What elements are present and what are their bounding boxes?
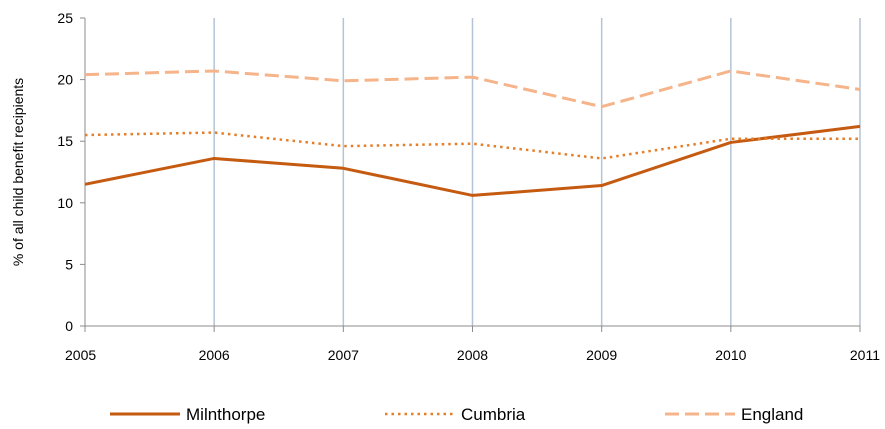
y-tick-label: 5 <box>65 256 73 272</box>
axes <box>80 17 861 332</box>
x-tick-label: 2007 <box>328 347 359 363</box>
gridlines <box>213 18 861 326</box>
series-line-milnthorpe <box>84 124 861 197</box>
y-tick-label: 15 <box>57 133 73 149</box>
y-tick-label: 0 <box>65 318 73 334</box>
x-tick-label: 2011 <box>850 347 880 363</box>
legend-label-england: England <box>741 405 803 424</box>
series-lines <box>84 69 861 197</box>
y-tick-label: 25 <box>57 10 73 26</box>
y-axis-title: % of all child benefit recipients <box>10 78 26 266</box>
y-tick-labels: 0 5 10 15 20 25 <box>57 10 73 334</box>
x-tick-label: 2005 <box>65 347 96 363</box>
x-tick-label: 2006 <box>199 347 230 363</box>
y-tick-label: 20 <box>57 72 73 88</box>
y-tick-label: 10 <box>57 195 73 211</box>
x-tick-labels: 2005 2006 2007 2008 2009 2010 2011 <box>65 347 880 363</box>
series-line-england <box>84 69 861 109</box>
x-tick-label: 2009 <box>586 347 617 363</box>
legend-label-cumbria: Cumbria <box>461 405 526 424</box>
legend: Milnthorpe Cumbria England <box>110 405 803 424</box>
x-tick-label: 2008 <box>457 347 488 363</box>
legend-label-milnthorpe: Milnthorpe <box>186 405 265 424</box>
x-tick-label: 2010 <box>715 347 746 363</box>
